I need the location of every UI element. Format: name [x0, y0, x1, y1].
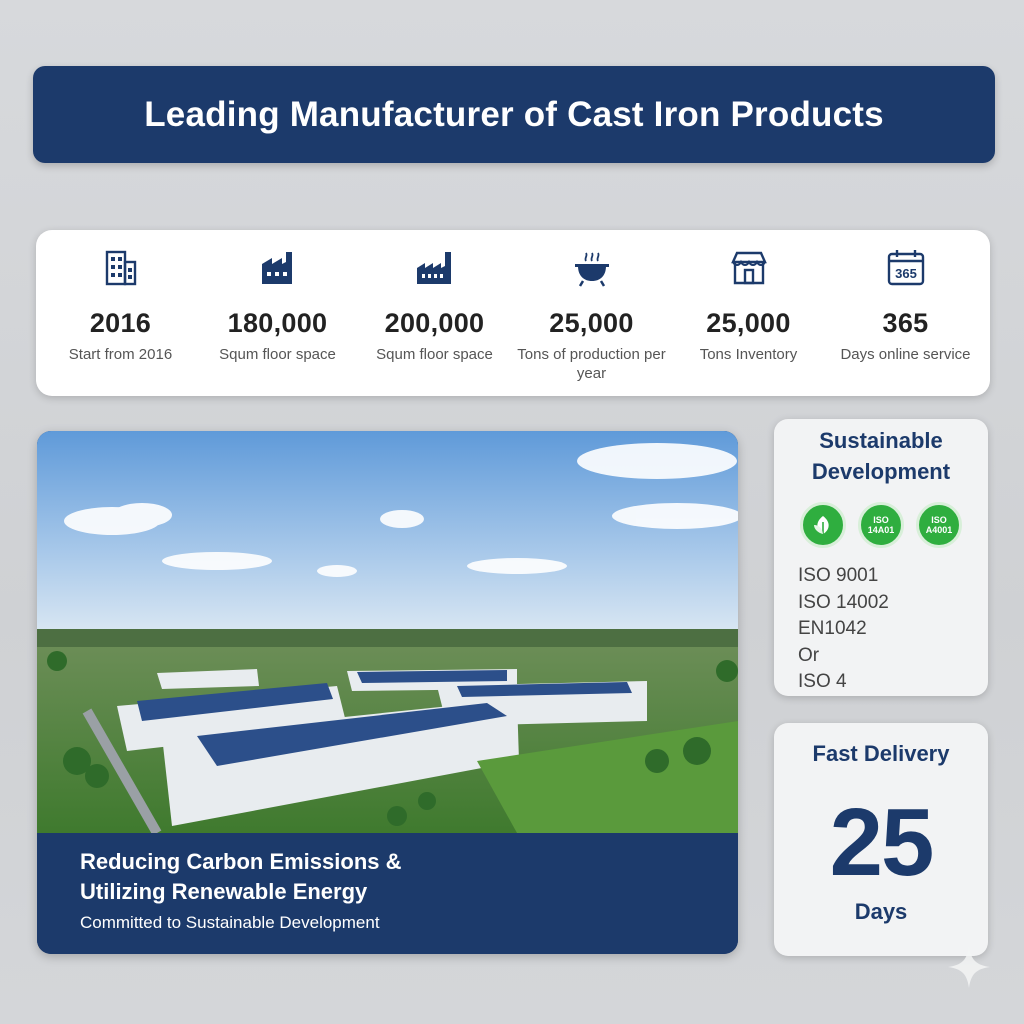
- feature-headline-line2: Utilizing Renewable Energy: [80, 879, 368, 904]
- stat-item: 25,000 Tons Inventory: [670, 244, 827, 396]
- certification-item: Or: [798, 644, 820, 666]
- stat-item: 180,000 Squm floor space: [199, 244, 356, 396]
- stat-value: 25,000: [549, 308, 634, 338]
- certification-badges: ISO 14A01 ISO A4001: [774, 502, 988, 548]
- stat-label: Squm floor space: [219, 346, 336, 363]
- feature-subtitle: Committed to Sustainable Development: [80, 913, 380, 932]
- feature-card: Reducing Carbon Emissions & Utilizing Re…: [37, 431, 738, 954]
- office-building-icon: [99, 246, 143, 290]
- cauldron-icon: [570, 246, 614, 290]
- stat-value: 365: [882, 308, 929, 338]
- sustainability-card: Sustainable Development ISO 14A01 ISO A4…: [774, 419, 988, 696]
- stat-label: Tons Inventory: [699, 346, 798, 363]
- sparkle-icon: [948, 946, 990, 988]
- certification-item: EN1042: [798, 618, 867, 639]
- delivery-card: Fast Delivery 25 Days: [774, 723, 988, 956]
- delivery-title: Fast Delivery: [812, 741, 950, 766]
- stat-label: Squm floor space: [376, 346, 493, 363]
- stat-label: Start from 2016: [68, 346, 173, 363]
- stats-card: 2016 Start from 2016 180,000 Squm floor …: [36, 230, 990, 396]
- leaf-icon: [800, 502, 846, 548]
- calendar-icon: 365: [884, 246, 928, 290]
- stat-value: 25,000: [706, 308, 791, 338]
- certification-item: ISO 4: [798, 671, 847, 692]
- badge-text: ISO A4001: [925, 515, 953, 535]
- sustainability-title: Sustainable Development: [774, 425, 988, 487]
- stat-value: 2016: [89, 308, 152, 338]
- stat-item: 200,000 Squm floor space: [356, 244, 513, 396]
- stat-item: 2016 Start from 2016: [42, 244, 199, 396]
- badge-text: ISO 14A01: [867, 515, 895, 535]
- delivery-unit: Days: [854, 899, 908, 924]
- stat-label: Tons of production per year: [517, 346, 666, 382]
- delivery-value: 25: [829, 789, 935, 896]
- page-title: Leading Manufacturer of Cast Iron Produc…: [144, 94, 884, 134]
- stat-item: 365 365 Days online service: [827, 244, 984, 396]
- certification-item: ISO 14002: [798, 591, 889, 613]
- stat-label: Days online service: [840, 346, 971, 363]
- feature-headline-line1: Reducing Carbon Emissions &: [80, 849, 402, 874]
- iso-badge-icon: ISO A4001: [916, 502, 962, 548]
- stat-value: 200,000: [384, 308, 485, 338]
- factory-icon: [256, 246, 300, 290]
- storefront-icon: [727, 246, 771, 290]
- calendar-icon-text: 365: [895, 266, 917, 281]
- feature-caption: Reducing Carbon Emissions & Utilizing Re…: [37, 833, 738, 954]
- stat-value: 180,000: [227, 308, 328, 338]
- stat-item: 25,000 Tons of production per year: [513, 244, 670, 396]
- header-banner: Leading Manufacturer of Cast Iron Produc…: [33, 66, 995, 163]
- certification-list: ISO 9001 ISO 14002 EN1042 Or ISO 4: [798, 563, 988, 696]
- certification-item: ISO 9001: [798, 565, 879, 586]
- sustainability-title-line2: Development: [811, 459, 951, 484]
- factory-chimney-icon: [413, 246, 457, 290]
- factory-photo: [37, 431, 738, 833]
- iso-badge-icon: ISO 14A01: [858, 502, 904, 548]
- sustainability-title-line1: Sustainable: [819, 428, 943, 453]
